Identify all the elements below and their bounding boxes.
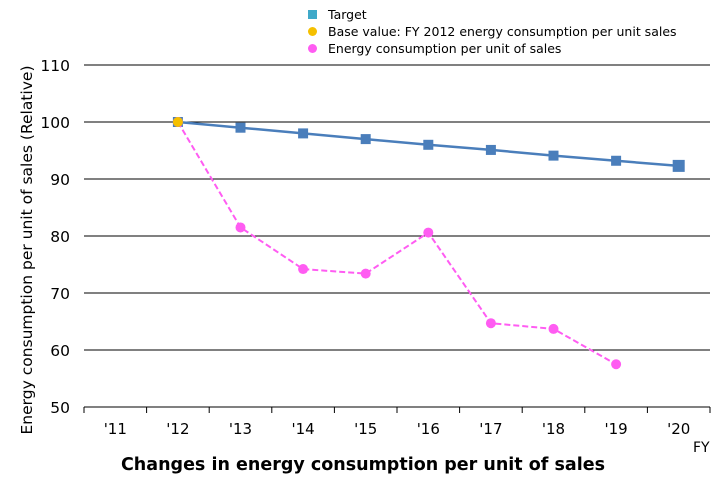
x-tick-label: '12 [166, 420, 189, 438]
series-line-2 [177, 121, 617, 366]
y-tick-label: 90 [50, 171, 70, 189]
x-tick-label: '13 [229, 420, 252, 438]
data-point-circle [485, 318, 496, 329]
x-tick-label: '16 [417, 420, 440, 438]
legend-label-target: Target [328, 7, 367, 22]
x-tick-label: '17 [479, 420, 502, 438]
legend-label-base-value: Base value: FY 2012 energy consumption p… [328, 24, 677, 39]
y-axis-title-text: Energy consumption per unit of sales (Re… [18, 65, 36, 435]
chart-title: Changes in energy consumption per unit o… [120, 455, 606, 475]
x-tick-label: '18 [542, 420, 565, 438]
legend: Target Base value: FY 2012 energy consum… [308, 6, 677, 57]
x-tick-label: '15 [354, 420, 377, 438]
legend-entry-base-value: Base value: FY 2012 energy consumption p… [308, 23, 677, 40]
x-tick-label: '14 [291, 420, 314, 438]
data-point-square [423, 139, 434, 150]
y-tick-label: 60 [50, 342, 70, 360]
y-tick-label: 50 [50, 399, 70, 417]
data-point-square [235, 122, 246, 133]
x-tick-label: '20 [667, 420, 690, 438]
x-axis-title: FY [693, 440, 710, 456]
data-point-circle [548, 323, 559, 334]
circle-legend-icon [308, 44, 317, 53]
legend-entry-energy-consumption: Energy consumption per unit of sales [308, 40, 677, 57]
square-legend-icon [308, 10, 317, 19]
data-point-circle [423, 227, 434, 238]
y-tick-label: 70 [50, 285, 70, 303]
circle-legend-icon [308, 27, 317, 36]
data-point-circle [360, 268, 371, 279]
y-tick-label: 100 [40, 114, 70, 132]
data-point-square [611, 155, 622, 166]
y-tick-label: 110 [40, 57, 70, 75]
legend-label-energy-consumption: Energy consumption per unit of sales [328, 41, 562, 56]
legend-entry-target: Target [308, 6, 677, 23]
data-point-circle [611, 359, 622, 370]
data-point-square [360, 134, 371, 145]
data-point-circle [235, 222, 246, 233]
x-tick-label: '11 [104, 420, 127, 438]
y-tick-label: 80 [50, 228, 70, 246]
data-point-square [672, 159, 685, 172]
data-point-square [548, 150, 559, 161]
data-point-square [485, 144, 496, 155]
x-tick-label: '19 [604, 420, 627, 438]
data-point-circle [298, 264, 309, 275]
data-point-square [298, 128, 309, 139]
data-point-circle [172, 117, 183, 127]
